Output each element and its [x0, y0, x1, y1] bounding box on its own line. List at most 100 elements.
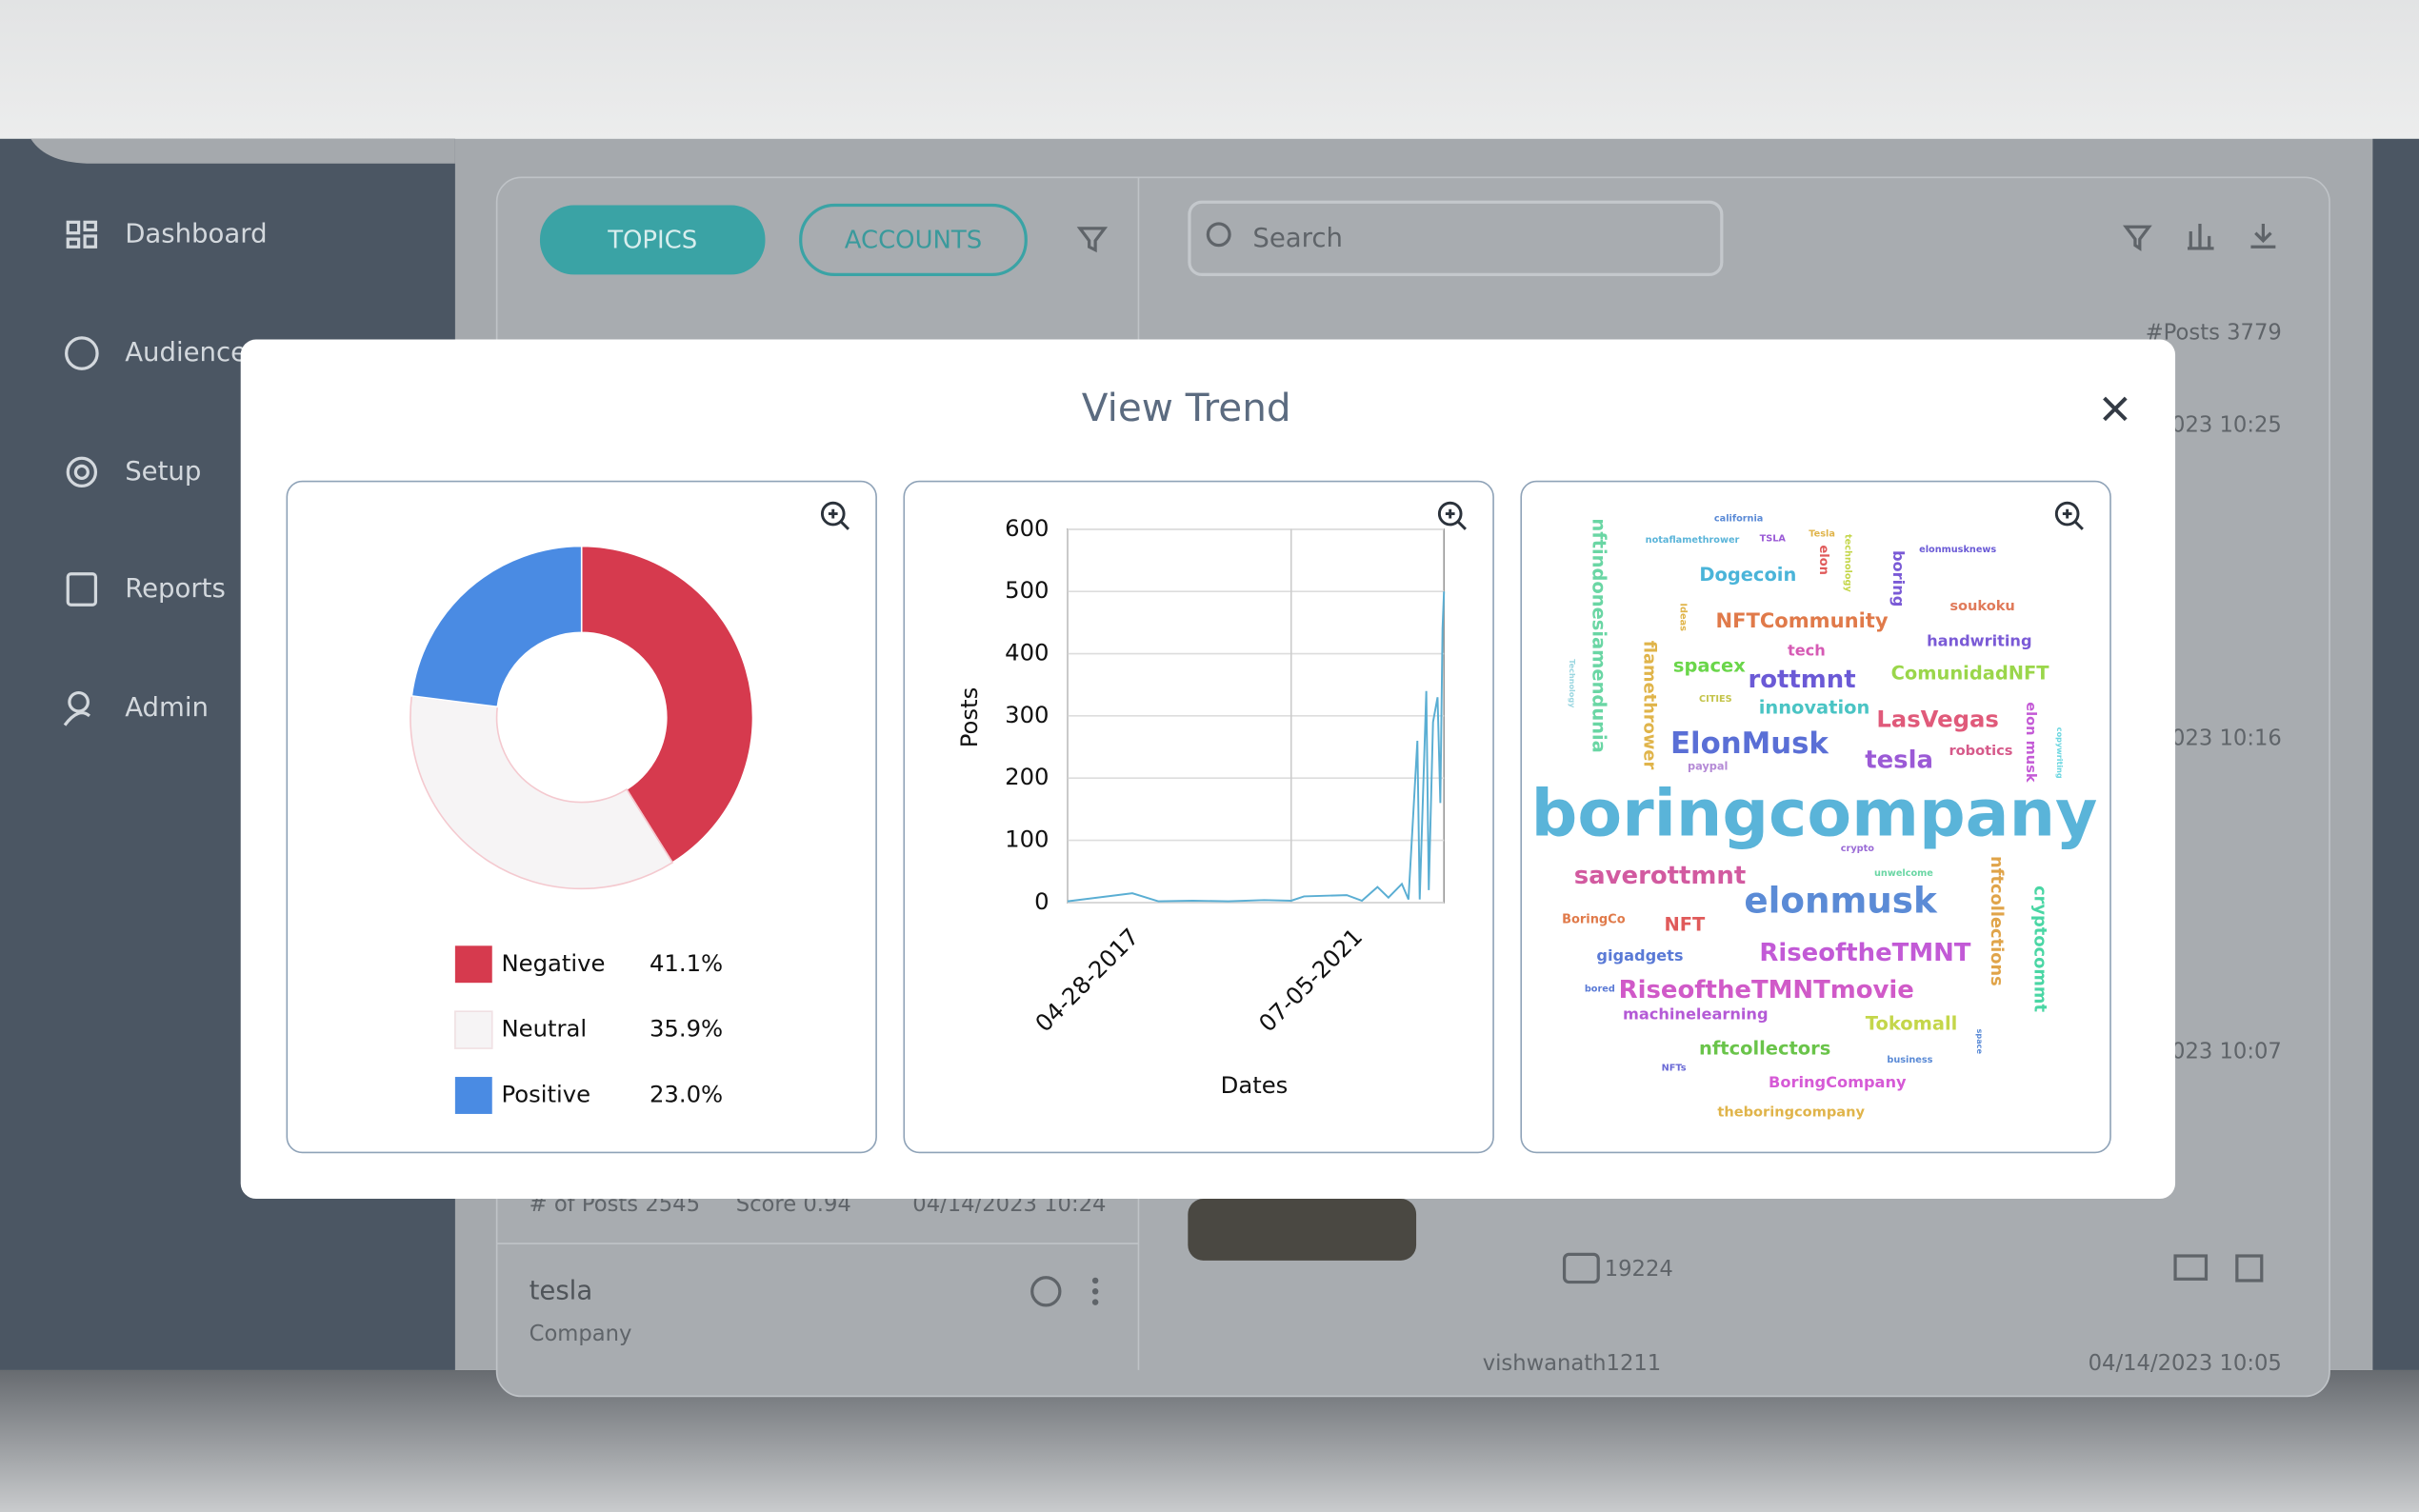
y-tick-label: 0 — [1034, 887, 1049, 915]
y-tick-label: 100 — [1005, 826, 1049, 853]
topic-name[interactable]: tesla — [530, 1275, 593, 1305]
word: business — [1887, 1055, 1932, 1065]
word: rottmnt — [1748, 666, 1855, 694]
word: elon musk — [2023, 702, 2039, 783]
legend-value: 23.0% — [650, 1080, 723, 1107]
word: RiseoftheTMNTmovie — [1619, 976, 1914, 1005]
word: cryptocommt — [2030, 885, 2050, 1012]
nav-item[interactable]: Reports — [125, 573, 226, 604]
word: NFT — [1665, 914, 1707, 936]
sidebar-icons — [63, 220, 99, 726]
word: robotics — [1949, 743, 2012, 759]
search-icon — [1206, 222, 1231, 248]
chart-panel — [903, 480, 1494, 1154]
donut-slice — [580, 545, 754, 865]
word: handwriting — [1927, 632, 2031, 650]
y-tick-label: 300 — [1005, 701, 1049, 728]
chart-panel — [1520, 480, 2111, 1154]
search-box[interactable] — [1188, 200, 1724, 277]
thumbnail — [1188, 1199, 1417, 1261]
refresh-icon[interactable] — [1030, 1276, 1062, 1307]
legend-value: 35.9% — [650, 1015, 723, 1043]
nav-item[interactable]: Setup — [125, 456, 201, 487]
y-tick-label: 500 — [1005, 576, 1049, 604]
word: ElonMusk — [1670, 726, 1829, 761]
word: bored — [1585, 985, 1615, 995]
toolbar-icons[interactable] — [2122, 223, 2276, 1283]
word: Ideas — [1677, 603, 1688, 631]
word: nftindonesiamendunia — [1589, 518, 1610, 752]
tab[interactable] — [799, 203, 1028, 277]
word: BoringCo — [1562, 912, 1626, 926]
line-series — [1067, 591, 1446, 903]
legend-swatch — [454, 945, 492, 984]
close-button[interactable] — [2103, 396, 2128, 422]
word: elonmusk — [1744, 879, 1938, 921]
legend-swatch — [454, 1077, 492, 1114]
word: boringcompany — [1531, 776, 2098, 851]
word: copywriting — [2055, 727, 2065, 779]
word: ComunidadNFT — [1891, 663, 2050, 685]
word: nftcollectors — [1699, 1037, 1830, 1059]
word: LasVegas — [1876, 706, 1999, 733]
feed-time: 04/14/2023 10:05 — [2089, 1351, 2282, 1376]
y-axis-label: Posts — [955, 687, 983, 748]
posts-count: #Posts 3779 — [2146, 321, 2282, 346]
right-strip — [2372, 138, 2419, 1370]
word: saverottmnt — [1574, 862, 1747, 890]
word: soukoku — [1949, 598, 2014, 614]
word: machinelearning — [1623, 1005, 1769, 1024]
filter-icon[interactable] — [1076, 227, 1109, 253]
nav-item[interactable]: Audience — [125, 337, 247, 368]
word: spacex — [1673, 655, 1746, 677]
zoom-icons[interactable] — [820, 501, 2084, 530]
word: tech — [1788, 641, 1826, 659]
word: paypal — [1688, 759, 1728, 772]
legend-value: 41.1% — [650, 949, 723, 977]
word: Dogecoin — [1699, 564, 1796, 586]
y-tick-label: 600 — [1005, 514, 1049, 542]
tab-label[interactable]: TOPICS — [607, 226, 697, 254]
word: elon — [1816, 546, 1830, 575]
search-placeholder[interactable]: Search — [1252, 223, 1343, 253]
y-tick-label: 200 — [1005, 763, 1049, 790]
word: flamethrower — [1640, 641, 1660, 770]
nav-item[interactable]: Dashboard — [125, 218, 267, 249]
word: NFTs — [1662, 1063, 1687, 1073]
donut-slice — [410, 545, 583, 708]
y-tick-label: 400 — [1005, 639, 1049, 666]
word: innovation — [1759, 696, 1870, 718]
word: crypto — [1841, 844, 1874, 854]
word: TSLA — [1760, 534, 1787, 545]
word: nftcollections — [1987, 856, 2007, 986]
tab-label[interactable]: ACCOUNTS — [845, 226, 982, 254]
word: boring — [1889, 550, 1908, 607]
word: Tokomall — [1866, 1012, 1957, 1034]
word: elonmusknews — [1919, 545, 1996, 555]
modal-title: View Trend — [1082, 385, 1291, 430]
more-icon[interactable] — [1091, 1277, 1099, 1305]
word: notaflamethrower — [1646, 535, 1740, 546]
sidebar-notch — [30, 138, 455, 164]
word: theboringcompany — [1717, 1104, 1865, 1120]
legend-label: Negative — [501, 949, 605, 977]
word: BoringCompany — [1769, 1073, 1907, 1091]
legend-label: Neutral — [501, 1015, 587, 1043]
word: california — [1714, 513, 1763, 524]
engagement-count: 19224 — [1605, 1257, 1673, 1282]
legend-swatch — [454, 1010, 493, 1049]
comment-icon — [1562, 1252, 1600, 1284]
tab-active[interactable] — [539, 205, 766, 275]
word: CITIES — [1699, 694, 1732, 705]
word: gigadgets — [1596, 946, 1683, 965]
word: RiseoftheTMNT — [1759, 939, 1970, 967]
x-axis-label: Dates — [1221, 1071, 1289, 1099]
word: NFTCommunity — [1716, 608, 1889, 632]
word: unwelcome — [1874, 868, 1933, 879]
nav-item[interactable]: Admin — [125, 692, 209, 723]
word: tesla — [1865, 746, 1933, 774]
donut-slice — [410, 695, 674, 890]
top-band — [0, 0, 2419, 139]
